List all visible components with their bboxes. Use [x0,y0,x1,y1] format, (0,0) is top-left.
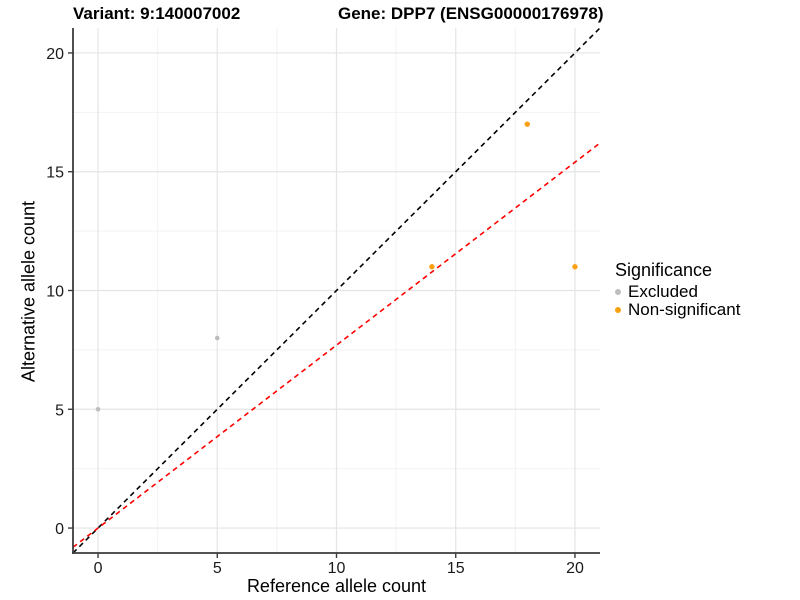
legend-item-excluded: Excluded [615,282,740,301]
data-point-non-significant [572,264,578,270]
x-tick-label: 20 [566,560,584,577]
x-tick-label: 10 [328,560,346,577]
data-point-excluded [214,335,220,341]
legend-title: Significance [615,260,713,280]
legend-item-label: Excluded [628,282,698,301]
data-point-non-significant [524,121,530,127]
data-point-excluded [95,406,101,412]
x-axis-title: Reference allele count [246,576,427,596]
identity-line [73,28,600,553]
legend-key-dot [615,307,621,313]
legend-item-non-significant: Non-significant [615,300,741,319]
y-tick-label: 20 [46,46,64,63]
fit-line [73,142,600,548]
legend-items: Excluded Non-significant [615,282,741,319]
y-axis-title: Alternative allele count [18,200,39,383]
legend-key-dot [615,289,621,295]
plot-title-gene: Gene: DPP7 (ENSG00000176978) [338,4,604,23]
y-tick-label: 10 [46,284,64,301]
data-point-non-significant [429,264,435,270]
x-tick-label: 0 [94,560,103,577]
y-tick-label: 15 [46,165,64,182]
x-tick-label: 15 [447,560,465,577]
legend: Significance Excluded Non-significant [615,260,740,319]
plot-title-variant: Variant: 9:140007002 [73,4,241,23]
y-tick-label: 5 [55,402,64,419]
legend-item-label: Non-significant [628,300,741,319]
x-tick-label: 5 [213,560,222,577]
y-tick-label: 0 [55,521,64,538]
